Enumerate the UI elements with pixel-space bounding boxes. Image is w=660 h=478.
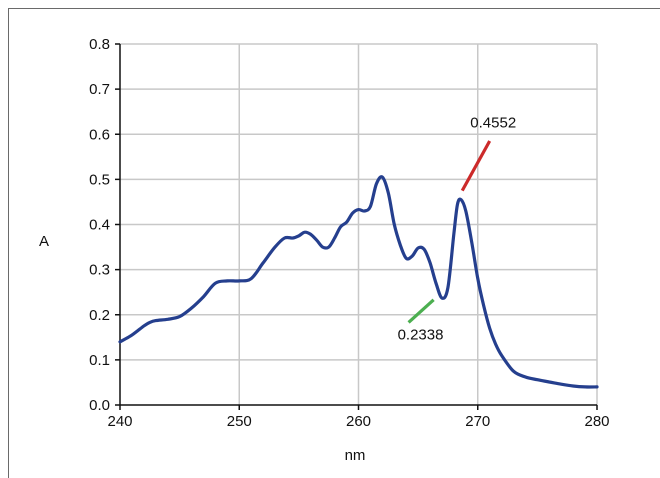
y-tick-label: 0.8 <box>89 36 110 53</box>
absorbance-line <box>118 175 599 389</box>
y-tick-label: 0.1 <box>89 352 110 369</box>
y-tick-label: 0.2 <box>89 307 110 324</box>
y-tick-label: 0.5 <box>89 171 110 188</box>
y-tick-label: 0.3 <box>89 262 110 279</box>
axes: 0.0 0.1 0.2 0.3 0.4 0.5 0.6 0.7 0.8 240 250 260 270 2… <box>89 36 609 430</box>
chart-frame <box>8 8 660 478</box>
series <box>118 175 599 389</box>
y-axis-label: A <box>39 233 49 250</box>
x-tick-label: 260 <box>346 413 371 430</box>
y-tick-label: 0.6 <box>89 126 110 143</box>
y-tick-label: 0.4 <box>89 217 110 234</box>
annotation-label: 0.4552 <box>470 114 516 131</box>
grid <box>120 43 598 405</box>
annotation-leader-line <box>407 298 435 324</box>
x-tick-label: 280 <box>584 413 609 430</box>
annotation-leader-line <box>460 140 492 192</box>
x-tick-label: 250 <box>227 413 252 430</box>
x-tick-label: 270 <box>465 413 490 430</box>
annotation-label: 0.2338 <box>398 327 444 344</box>
x-tick-label: 240 <box>107 413 132 430</box>
x-axis-label: nm <box>345 447 366 464</box>
annotations: 0.4552 0.2338 <box>398 114 517 343</box>
y-tick-label: 0.7 <box>89 81 110 98</box>
y-tick-label: 0.0 <box>89 397 110 414</box>
